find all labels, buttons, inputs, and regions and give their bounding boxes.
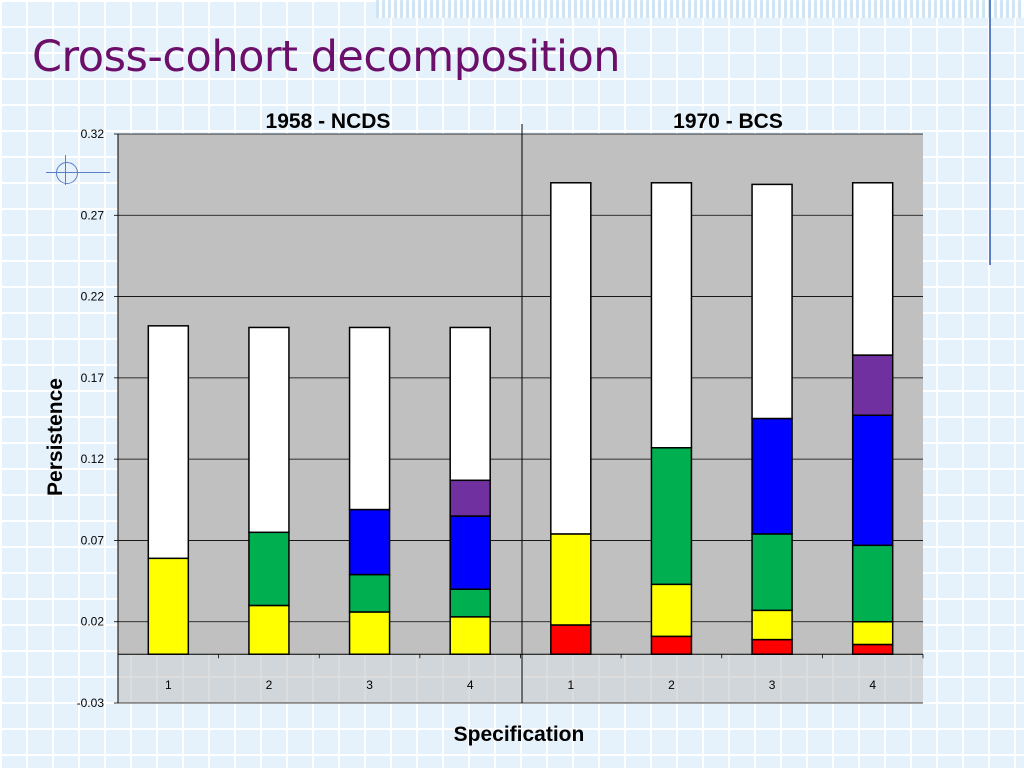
- bar-segment: [851, 643, 894, 655]
- y-tick-label: 0.27: [81, 208, 105, 222]
- y-tick-label: 0.07: [81, 533, 105, 547]
- bar-segment: [751, 417, 793, 535]
- x-tick-label: 4: [467, 678, 474, 692]
- bar-segment: [348, 508, 391, 576]
- decorative-horizontal-line: [46, 172, 110, 173]
- bar-segment: [851, 182, 894, 356]
- chart-bars: [147, 182, 894, 655]
- panel-title-bcs: 1970 - BCS: [673, 110, 783, 133]
- bar-segment: [650, 635, 693, 655]
- decorative-vertical-stub: [65, 155, 66, 185]
- y-tick-label: 0.32: [81, 127, 105, 141]
- chart-labels: 0.32 0.27 0.22 0.17 0.12 0.07 0.02 -0.03 1 2 3 4 1 2 3…: [77, 127, 877, 710]
- bar-segment: [851, 544, 894, 623]
- decorative-vertical-line: [989, 0, 991, 265]
- x-tick-label: 3: [769, 678, 776, 692]
- bar-segment: [248, 604, 290, 655]
- bar-segment: [449, 588, 491, 618]
- decorative-ring: [56, 162, 78, 184]
- y-axis-title: Persistence: [44, 378, 67, 496]
- x-axis-title: Specification: [454, 723, 585, 746]
- bar-segment: [550, 533, 592, 626]
- y-tick-label: 0.17: [81, 371, 105, 385]
- bar-segment: [348, 326, 391, 511]
- x-tick-label: 2: [266, 678, 273, 692]
- bar-segment: [751, 183, 793, 420]
- bar-segment: [248, 326, 290, 534]
- bar-segment: [550, 182, 592, 535]
- bar-segment: [449, 616, 491, 655]
- bar-segment: [851, 620, 894, 646]
- x-tick-label: 2: [668, 678, 675, 692]
- bar-segment: [449, 515, 491, 590]
- y-tick-label: -0.03: [77, 696, 105, 710]
- panel-title-ncds: 1958 - NCDS: [266, 110, 391, 133]
- bar-segment: [650, 447, 693, 586]
- chart-grid: [114, 124, 924, 704]
- bar-segment: [650, 182, 693, 449]
- bar-segment: [550, 624, 592, 655]
- bar-segment: [348, 573, 391, 613]
- bar-segment: [449, 479, 491, 517]
- bar-segment: [449, 326, 491, 482]
- y-tick-label: 0.02: [81, 615, 105, 629]
- decorative-top-band: [376, 0, 1024, 18]
- bar-segment: [751, 638, 793, 655]
- bar-segment: [851, 414, 894, 547]
- bar-segment: [348, 611, 391, 655]
- slide-title: Cross-cohort decomposition: [32, 32, 621, 82]
- bar-segment: [751, 609, 793, 641]
- y-tick-label: 0.12: [81, 452, 105, 466]
- bar-segment: [751, 533, 793, 612]
- x-tick-label: 3: [366, 678, 373, 692]
- plot-area-negative-band: [118, 654, 923, 703]
- plot-area-background: [118, 134, 923, 655]
- bar-segment: [248, 531, 290, 607]
- bar-segment: [650, 583, 693, 638]
- x-tick-label: 1: [567, 678, 574, 692]
- y-tick-label: 0.22: [81, 290, 105, 304]
- bar-segment: [147, 557, 190, 655]
- bar-segment: [147, 325, 190, 560]
- bar-segment: [851, 354, 894, 416]
- x-tick-label: 4: [869, 678, 876, 692]
- x-tick-label: 1: [165, 678, 172, 692]
